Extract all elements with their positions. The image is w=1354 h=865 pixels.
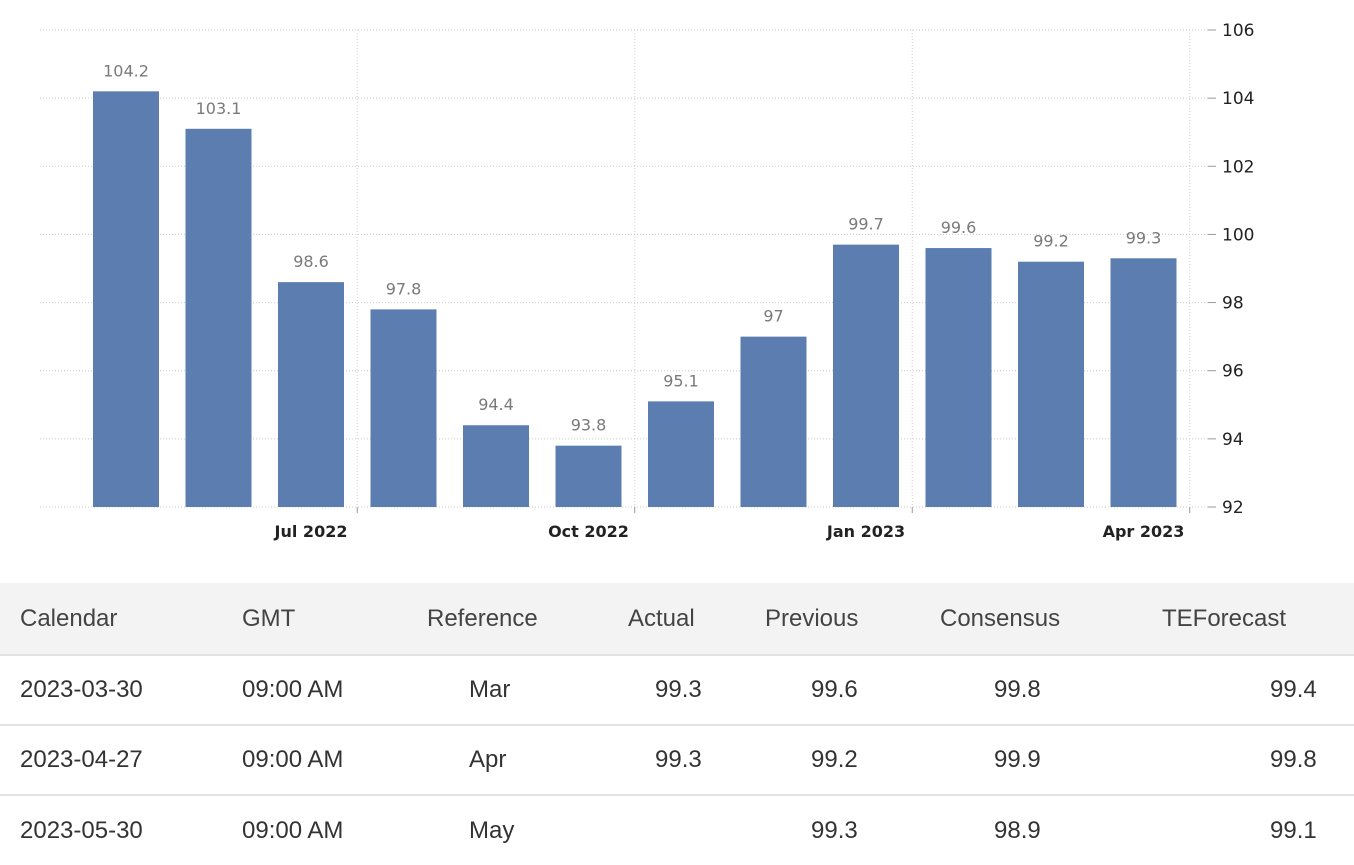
bar bbox=[555, 445, 622, 507]
bar-value-label: 99.3 bbox=[1126, 228, 1162, 247]
bar bbox=[463, 425, 529, 507]
bar-value-label: 99.6 bbox=[941, 218, 977, 237]
bar bbox=[278, 282, 344, 507]
bar-value-label: 95.1 bbox=[663, 371, 699, 390]
y-tick-label: 104 bbox=[1222, 89, 1254, 109]
y-tick-label: 98 bbox=[1222, 294, 1244, 314]
cell-calendar[interactable]: 2023-05-30 bbox=[20, 816, 143, 844]
bar bbox=[370, 309, 437, 507]
x-tick-label: Jul 2022 bbox=[274, 522, 348, 541]
x-tick-label: Oct 2022 bbox=[548, 522, 629, 541]
bar bbox=[740, 336, 807, 507]
y-tick-label: 106 bbox=[1222, 21, 1254, 41]
y-tick-label: 102 bbox=[1222, 157, 1254, 177]
bar bbox=[833, 244, 899, 507]
cell-actual: 99.3 bbox=[655, 676, 702, 703]
bar-value-label: 103.1 bbox=[196, 99, 242, 118]
header-teforecast[interactable]: TEForecast bbox=[1162, 604, 1287, 632]
chart-svg: 106 104 102 100 98 96 94 92 Jul 2022 Oct 2022 Jan … bbox=[40, 21, 1254, 541]
table-header-row: Calendar GMT Reference Actual Previous C… bbox=[0, 583, 1354, 655]
cell-consensus: 98.9 bbox=[994, 816, 1041, 844]
cell-teforecast: 99.1 bbox=[1270, 816, 1317, 844]
bar-value-label: 94.4 bbox=[478, 395, 514, 414]
cell-gmt: 09:00 AM bbox=[242, 746, 344, 773]
cell-gmt: 09:00 AM bbox=[242, 676, 344, 703]
bar-value-label: 93.8 bbox=[571, 416, 607, 435]
bar-value-label: 97.8 bbox=[386, 279, 422, 298]
cell-teforecast: 99.8 bbox=[1270, 746, 1317, 773]
cell-actual bbox=[615, 795, 739, 865]
y-tick-label: 100 bbox=[1222, 225, 1254, 245]
cell-calendar[interactable]: 2023-04-27 bbox=[20, 746, 143, 773]
cell-actual: 99.3 bbox=[655, 746, 702, 773]
header-actual[interactable]: Actual bbox=[628, 604, 695, 632]
cell-calendar[interactable]: 2023-03-30 bbox=[20, 676, 143, 703]
cell-previous: 99.6 bbox=[811, 676, 858, 703]
cell-teforecast: 99.4 bbox=[1270, 676, 1317, 703]
table-row: 2023-05-30 09:00 AM May 99.3 98.9 99.1 bbox=[0, 795, 1354, 865]
bar-chart: 106 104 102 100 98 96 94 92 Jul 2022 Oct 2022 Jan … bbox=[40, 21, 1254, 541]
cell-reference: May bbox=[469, 816, 515, 844]
bar bbox=[185, 128, 252, 508]
cell-reference: Apr bbox=[469, 746, 507, 773]
cell-previous: 99.3 bbox=[811, 816, 858, 844]
cell-consensus: 99.9 bbox=[994, 746, 1041, 773]
cell-previous: 99.2 bbox=[811, 746, 858, 773]
y-tick-label: 92 bbox=[1222, 498, 1244, 518]
header-consensus[interactable]: Consensus bbox=[940, 604, 1061, 632]
cell-consensus: 99.8 bbox=[994, 676, 1041, 703]
header-previous[interactable]: Previous bbox=[765, 604, 859, 632]
cell-gmt: 09:00 AM bbox=[242, 816, 344, 844]
calendar-table: Calendar GMT Reference Actual Previous C… bbox=[0, 583, 1354, 865]
y-tick-label: 94 bbox=[1222, 430, 1244, 450]
cell-reference: Mar bbox=[469, 676, 511, 703]
bar-value-label: 104.2 bbox=[103, 61, 149, 80]
bar-value-label: 99.7 bbox=[848, 215, 884, 234]
bar-value-label: 98.6 bbox=[293, 252, 329, 271]
header-gmt[interactable]: GMT bbox=[242, 604, 296, 632]
table-row: 2023-04-27 09:00 AM Apr 99.3 99.2 99.9 9… bbox=[0, 725, 1354, 795]
bar bbox=[648, 401, 714, 507]
x-tick-label: Apr 2023 bbox=[1103, 522, 1185, 541]
bar bbox=[93, 91, 159, 507]
bar bbox=[1018, 261, 1084, 507]
bar-value-label: 99.2 bbox=[1033, 232, 1069, 251]
bar bbox=[1110, 258, 1177, 507]
x-tick-label: Jan 2023 bbox=[826, 522, 905, 541]
y-tick-label: 96 bbox=[1222, 362, 1244, 382]
bar bbox=[925, 248, 992, 508]
header-reference[interactable]: Reference bbox=[427, 604, 538, 632]
bar-value-label: 97 bbox=[763, 307, 783, 326]
header-calendar[interactable]: Calendar bbox=[20, 604, 118, 632]
table-row: 2023-03-30 09:00 AM Mar 99.3 99.6 99.8 9… bbox=[0, 655, 1354, 725]
